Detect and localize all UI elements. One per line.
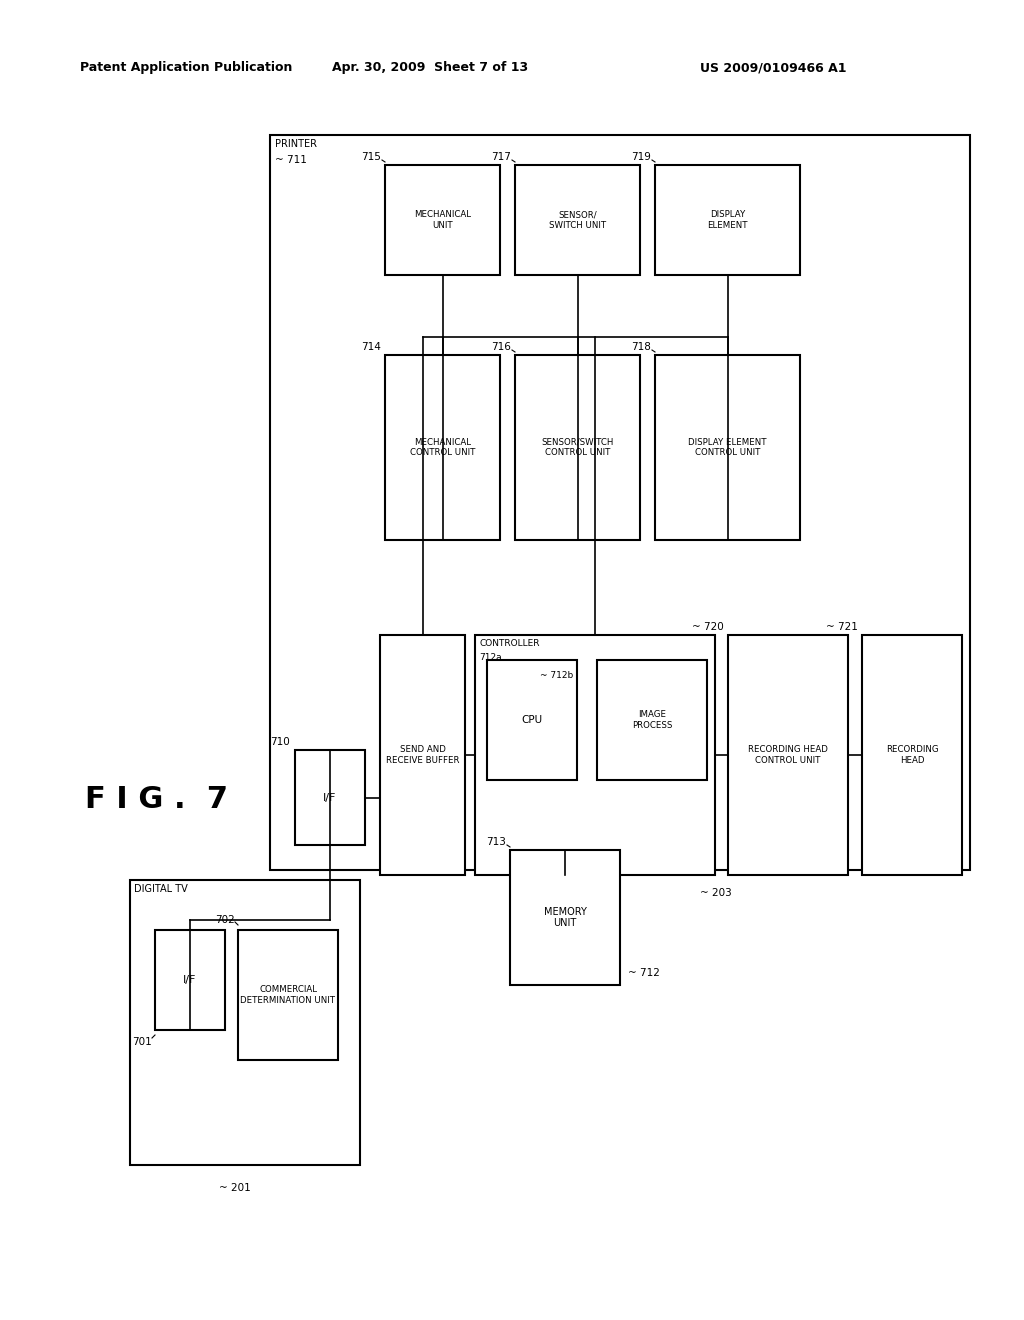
Text: 719: 719: [631, 152, 651, 162]
Bar: [655, 165, 800, 275]
Bar: [475, 635, 715, 875]
Text: CPU: CPU: [521, 715, 543, 725]
Bar: [655, 355, 800, 540]
Text: 702: 702: [215, 915, 234, 925]
Text: ~ 721: ~ 721: [826, 622, 858, 632]
Bar: [130, 880, 360, 1166]
Text: 715: 715: [361, 152, 381, 162]
Text: 710: 710: [270, 737, 290, 747]
Text: I/F: I/F: [183, 975, 197, 985]
Bar: [380, 635, 465, 875]
Text: MEMORY
UNIT: MEMORY UNIT: [544, 907, 587, 928]
Text: MECHANICAL
UNIT: MECHANICAL UNIT: [414, 210, 471, 230]
Bar: [487, 660, 577, 780]
Bar: [510, 850, 620, 985]
Text: PRINTER: PRINTER: [275, 139, 317, 149]
Bar: [238, 931, 338, 1060]
Text: DISPLAY ELEMENT
CONTROL UNIT: DISPLAY ELEMENT CONTROL UNIT: [688, 438, 767, 457]
Text: US 2009/0109466 A1: US 2009/0109466 A1: [700, 62, 847, 74]
Bar: [270, 135, 970, 870]
Text: I/F: I/F: [324, 792, 337, 803]
Text: MECHANICAL
CONTROL UNIT: MECHANICAL CONTROL UNIT: [410, 438, 475, 457]
Text: DISPLAY
ELEMENT: DISPLAY ELEMENT: [708, 210, 748, 230]
Bar: [295, 750, 365, 845]
Text: SENSOR/SWITCH
CONTROL UNIT: SENSOR/SWITCH CONTROL UNIT: [542, 438, 613, 457]
Text: 717: 717: [492, 152, 511, 162]
Text: ~ 201: ~ 201: [219, 1183, 251, 1193]
Bar: [597, 660, 707, 780]
Text: 718: 718: [631, 342, 651, 352]
Text: 712a: 712a: [479, 652, 502, 661]
Bar: [515, 165, 640, 275]
Text: RECORDING HEAD
CONTROL UNIT: RECORDING HEAD CONTROL UNIT: [749, 746, 828, 764]
Text: 714: 714: [361, 342, 381, 352]
Bar: [385, 355, 500, 540]
Text: 713: 713: [486, 837, 506, 847]
Bar: [862, 635, 962, 875]
Text: ~ 203: ~ 203: [700, 888, 732, 898]
Text: CONTROLLER: CONTROLLER: [479, 639, 540, 648]
Text: SEND AND
RECEIVE BUFFER: SEND AND RECEIVE BUFFER: [386, 746, 459, 764]
Text: Patent Application Publication: Patent Application Publication: [80, 62, 293, 74]
Bar: [515, 355, 640, 540]
Text: RECORDING
HEAD: RECORDING HEAD: [886, 746, 938, 764]
Text: ~ 720: ~ 720: [692, 622, 724, 632]
Bar: [385, 165, 500, 275]
Text: 716: 716: [492, 342, 511, 352]
Text: IMAGE
PROCESS: IMAGE PROCESS: [632, 710, 672, 730]
Bar: [728, 635, 848, 875]
Text: ~ 712: ~ 712: [628, 968, 659, 978]
Text: 701: 701: [132, 1038, 152, 1047]
Bar: [155, 931, 225, 1030]
Text: ~ 712b: ~ 712b: [540, 672, 573, 681]
Text: ~ 711: ~ 711: [275, 154, 307, 165]
Text: DIGITAL TV: DIGITAL TV: [134, 884, 187, 894]
Text: COMMERCIAL
DETERMINATION UNIT: COMMERCIAL DETERMINATION UNIT: [241, 985, 336, 1005]
Text: Apr. 30, 2009  Sheet 7 of 13: Apr. 30, 2009 Sheet 7 of 13: [332, 62, 528, 74]
Text: SENSOR/
SWITCH UNIT: SENSOR/ SWITCH UNIT: [549, 210, 606, 230]
Text: F I G .  7: F I G . 7: [85, 785, 228, 814]
